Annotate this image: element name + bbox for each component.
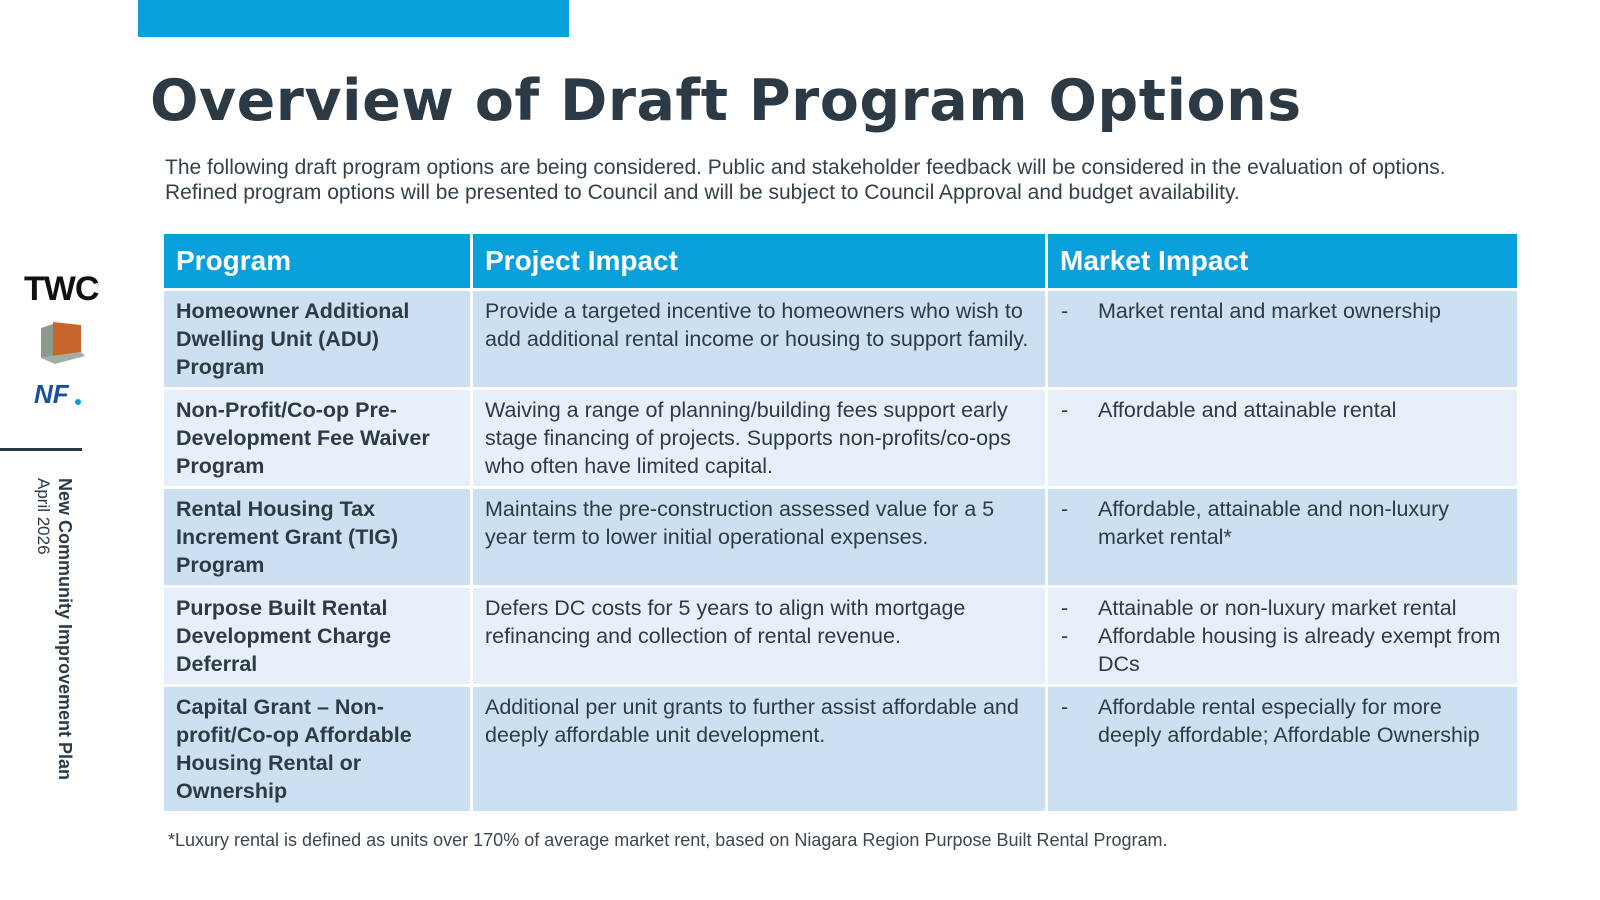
column-header-market-impact: Market Impact bbox=[1045, 231, 1520, 291]
top-accent-bar bbox=[138, 0, 569, 37]
column-header-project-impact: Project Impact bbox=[470, 231, 1048, 291]
footnote: *Luxury rental is defined as units over … bbox=[168, 830, 1168, 850]
column-header-program: Program bbox=[161, 231, 473, 291]
table-row: Non-Profit/Co-op Pre-Development Fee Wai… bbox=[161, 387, 1520, 489]
page-title: Overview of Draft Program Options bbox=[150, 68, 1302, 134]
program-name: Non-Profit/Co-op Pre-Development Fee Wai… bbox=[161, 387, 473, 489]
market-impact-cell: Affordable rental especially for more de… bbox=[1045, 684, 1520, 814]
project-impact-text: Defers DC costs for 5 years to align wit… bbox=[470, 585, 1048, 687]
market-impact-cell: Affordable and attainable rental bbox=[1045, 387, 1520, 489]
market-impact-cell: Market rental and market ownership bbox=[1045, 288, 1520, 390]
plan-date: April 2026 bbox=[34, 478, 53, 555]
market-impact-item: Affordable, attainable and non-luxury ma… bbox=[1060, 495, 1505, 551]
project-impact-text: Maintains the pre-construction assessed … bbox=[470, 486, 1048, 588]
market-impact-item: Affordable housing is already exempt fro… bbox=[1060, 622, 1505, 678]
program-name: Capital Grant – Non-profit/Co-op Afforda… bbox=[161, 684, 473, 814]
twc-logo: TWC bbox=[24, 270, 99, 308]
market-impact-item: Affordable and attainable rental bbox=[1060, 396, 1505, 424]
program-name: Homeowner Additional Dwelling Unit (ADU)… bbox=[161, 288, 473, 390]
nf-logo-icon: NF bbox=[34, 380, 81, 408]
table-row: Purpose Built Rental Development Charge … bbox=[161, 585, 1520, 687]
plan-name: New Community Improvement Plan bbox=[55, 478, 75, 781]
program-name: Rental Housing Tax Increment Grant (TIG)… bbox=[161, 486, 473, 588]
market-impact-item: Market rental and market ownership bbox=[1060, 297, 1505, 325]
market-impact-cell: Affordable, attainable and non-luxury ma… bbox=[1045, 486, 1520, 588]
program-options-table: Program Project Impact Market Impact Hom… bbox=[161, 231, 1520, 814]
market-impact-item: Affordable rental especially for more de… bbox=[1060, 693, 1505, 749]
market-impact-item: Attainable or non-luxury market rental bbox=[1060, 594, 1505, 622]
sidebar-vertical-label: New Community Improvement Plan April 202… bbox=[32, 478, 76, 780]
project-impact-text: Waiving a range of planning/building fee… bbox=[470, 387, 1048, 489]
table-row: Rental Housing Tax Increment Grant (TIG)… bbox=[161, 486, 1520, 588]
sidebar-divider bbox=[0, 448, 82, 451]
building-blocks-icon bbox=[41, 322, 85, 364]
program-name: Purpose Built Rental Development Charge … bbox=[161, 585, 473, 687]
project-impact-text: Provide a targeted incentive to homeowne… bbox=[470, 288, 1048, 390]
table-header-row: Program Project Impact Market Impact bbox=[161, 231, 1520, 291]
market-impact-cell: Attainable or non-luxury market rental A… bbox=[1045, 585, 1520, 687]
table-row: Homeowner Additional Dwelling Unit (ADU)… bbox=[161, 288, 1520, 390]
svg-text:NF: NF bbox=[34, 380, 70, 408]
project-impact-text: Additional per unit grants to further as… bbox=[470, 684, 1048, 814]
intro-paragraph: The following draft program options are … bbox=[165, 156, 1446, 204]
table-row: Capital Grant – Non-profit/Co-op Afforda… bbox=[161, 684, 1520, 814]
